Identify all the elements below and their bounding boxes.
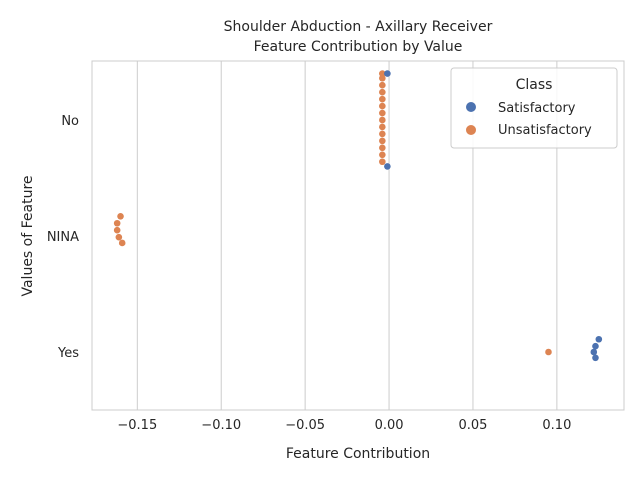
x-tick-label: 0.10	[542, 418, 571, 433]
data-point-unsatisfactory	[379, 81, 386, 89]
data-points	[113, 70, 603, 362]
data-point-satisfactory	[590, 348, 598, 356]
data-point-satisfactory	[384, 163, 391, 170]
data-point-unsatisfactory	[379, 88, 386, 96]
chart-subtitle: Feature Contribution by Value	[254, 39, 463, 55]
data-point-satisfactory	[592, 354, 599, 362]
legend-label-satisfactory: Satisfactory	[498, 101, 576, 116]
data-point-unsatisfactory	[379, 102, 386, 110]
x-tick-label: 0.00	[375, 418, 404, 433]
plot-frame	[91, 60, 625, 411]
legend-box	[450, 67, 618, 149]
data-point-unsatisfactory	[379, 70, 386, 77]
data-point-unsatisfactory	[379, 109, 386, 117]
x-tick-label: −0.10	[201, 418, 241, 433]
data-point-satisfactory	[384, 70, 391, 77]
legend: Class Satisfactory Unsatisfactory	[450, 67, 618, 149]
legend-marker-satisfactory	[466, 102, 476, 112]
data-point-unsatisfactory	[113, 219, 121, 227]
data-point-satisfactory	[592, 342, 599, 350]
x-tick-label: 0.05	[458, 418, 487, 433]
legend-marker-unsatisfactory	[466, 125, 476, 135]
data-point-unsatisfactory	[115, 233, 123, 241]
data-point-unsatisfactory	[379, 95, 386, 103]
y-tick-labels: No NINA Yes	[47, 114, 79, 361]
legend-label-unsatisfactory: Unsatisfactory	[498, 123, 592, 138]
data-point-unsatisfactory	[117, 212, 124, 220]
y-tick-label: Yes	[57, 346, 79, 361]
data-point-unsatisfactory	[379, 130, 386, 138]
x-tick-label: −0.15	[117, 418, 157, 433]
data-point-unsatisfactory	[379, 74, 386, 82]
legend-title: Class	[516, 77, 553, 93]
x-tick-labels: −0.15 −0.10 −0.05 0.00 0.05 0.10	[117, 418, 571, 433]
y-tick-label: NINA	[47, 230, 79, 245]
data-point-satisfactory	[595, 335, 603, 343]
data-point-unsatisfactory	[379, 123, 386, 131]
data-point-unsatisfactory	[113, 226, 121, 234]
data-point-unsatisfactory	[379, 137, 386, 145]
chart-title: Shoulder Abduction - Axillary Receiver	[224, 19, 493, 35]
data-point-unsatisfactory	[379, 116, 386, 124]
y-tick-label: No	[61, 114, 79, 129]
data-point-unsatisfactory	[379, 151, 386, 159]
x-tick-label: −0.05	[285, 418, 325, 433]
data-point-unsatisfactory	[379, 158, 386, 166]
data-point-unsatisfactory	[118, 239, 126, 247]
y-axis-label: Values of Feature	[20, 175, 36, 296]
data-point-unsatisfactory	[545, 348, 552, 356]
x-axis-label: Feature Contribution	[286, 446, 430, 462]
data-point-unsatisfactory	[379, 144, 386, 152]
